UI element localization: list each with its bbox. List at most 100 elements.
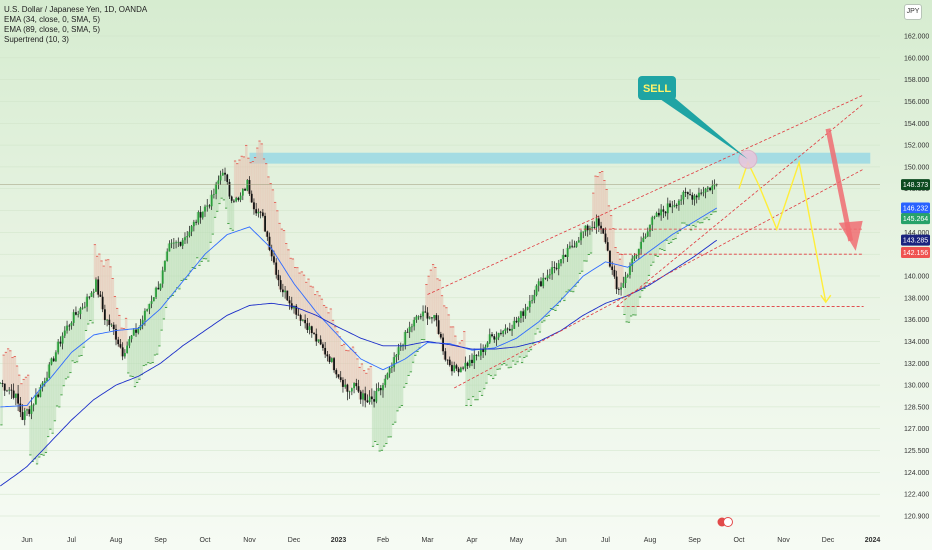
x-tick-label: 2023: [331, 537, 347, 544]
supertrend-bands: [0, 140, 718, 465]
candle-body: [195, 221, 197, 223]
candle-body: [388, 367, 391, 374]
supertrend-fill: [654, 212, 657, 256]
supertrend-fill: [605, 189, 609, 251]
candle-body: [284, 290, 286, 293]
supertrend-fill: [302, 275, 306, 324]
time-axis: Jun Jul Aug Sep Oct Nov Dec 2023 Feb Mar Apr May Jun…: [21, 517, 880, 544]
indicator-ema34[interactable]: EMA (34, close, 0, SMA, 5): [4, 15, 101, 24]
x-tick-label: Sep: [688, 537, 701, 544]
candle: [635, 254, 638, 259]
supertrend-fill: [242, 156, 246, 191]
supertrend-fill: [51, 361, 54, 434]
candle-body: [417, 316, 420, 318]
candle: [70, 321, 73, 330]
event-marker: [723, 517, 733, 527]
candle: [595, 214, 598, 234]
candle: [377, 382, 380, 392]
candle: [19, 397, 22, 418]
supertrend-fill: [369, 366, 373, 400]
supertrend-fill: [607, 205, 611, 267]
supertrend-fill: [218, 175, 221, 204]
supertrend-fill: [416, 316, 419, 352]
y-tick-label: 150.000: [904, 164, 929, 171]
candle: [540, 277, 542, 287]
candle-body: [317, 339, 320, 342]
candle: [586, 224, 589, 237]
candle-body: [408, 326, 411, 332]
resistance-zone-band: [249, 152, 871, 164]
candle-body: [382, 385, 384, 391]
candle: [286, 290, 289, 301]
candle-body: [700, 192, 703, 194]
candle: [357, 379, 360, 394]
candle-body: [426, 312, 429, 319]
candle-body: [48, 364, 51, 378]
currency-button[interactable]: JPY: [904, 4, 922, 20]
candle-body: [92, 291, 95, 293]
candle-body: [81, 307, 84, 309]
candle-body: [17, 393, 19, 404]
candle-body: [55, 352, 57, 362]
candle: [237, 196, 240, 202]
candle: [471, 353, 473, 367]
candle: [335, 368, 338, 379]
supertrend-fill: [503, 328, 506, 364]
candle-body: [626, 274, 629, 277]
candle-body: [631, 258, 634, 267]
supertrend-fill: [694, 197, 698, 227]
supertrend-fill: [113, 296, 117, 340]
indicator-supertrend[interactable]: Supertrend (10, 3): [4, 35, 69, 44]
supertrend-fill: [93, 244, 97, 280]
candle-body: [235, 197, 238, 202]
candle-body: [255, 209, 258, 214]
candle-body: [146, 309, 149, 311]
supertrend-fill: [545, 275, 548, 317]
candle: [698, 187, 700, 200]
candle-body: [377, 388, 380, 391]
candle-body: [281, 289, 284, 293]
candle-body: [77, 314, 80, 315]
candle-body: [108, 319, 111, 325]
candle: [569, 241, 571, 250]
candle: [246, 178, 249, 192]
y-tick-label: 154.000: [904, 121, 929, 128]
candle: [531, 294, 533, 304]
supertrend-fill: [198, 217, 201, 266]
candle: [79, 306, 82, 320]
candle-body: [86, 296, 88, 307]
candle-body: [464, 362, 467, 369]
candle-body: [642, 237, 645, 242]
candle: [453, 361, 456, 373]
candle-body: [219, 175, 222, 181]
supertrend-fill: [400, 344, 404, 406]
indicator-ema89[interactable]: EMA (89, close, 0, SMA, 5): [4, 25, 101, 34]
candle-body: [468, 359, 471, 366]
candle: [197, 210, 200, 225]
supertrend-fill: [216, 180, 219, 212]
candle: [43, 377, 46, 387]
candle-body: [204, 206, 206, 212]
candle-body: [268, 236, 271, 250]
supertrend-fill: [98, 254, 101, 297]
supertrend-fill: [20, 383, 23, 420]
candle: [424, 305, 427, 313]
candle: [571, 239, 574, 249]
supertrend-fill: [409, 326, 413, 372]
supertrend-fill: [147, 303, 150, 363]
candle-body: [35, 394, 37, 405]
supertrend-fill: [423, 312, 426, 340]
candle: [622, 276, 625, 289]
candle: [224, 167, 226, 182]
candle: [600, 221, 602, 234]
x-tick-label: Oct: [734, 537, 745, 544]
supertrend-fill: [258, 141, 261, 213]
candle-body: [126, 345, 129, 353]
candle: [150, 295, 153, 309]
candle: [435, 313, 438, 327]
candle: [364, 386, 367, 408]
supertrend-fill: [596, 176, 600, 226]
candle-body: [597, 218, 600, 226]
